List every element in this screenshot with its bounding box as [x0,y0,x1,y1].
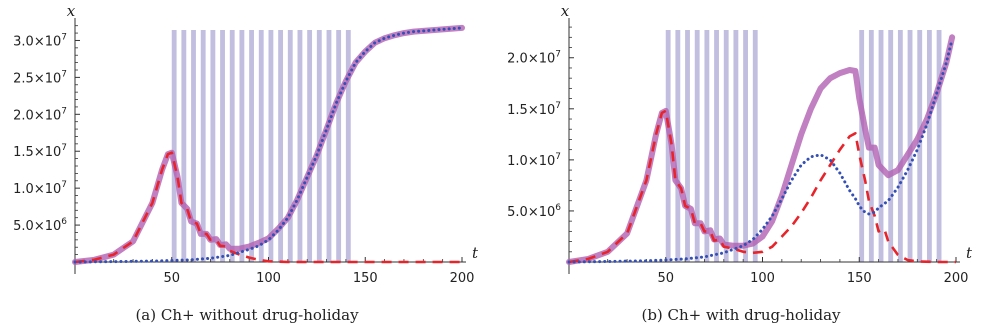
treatment-band [926,30,932,262]
treatment-band [704,30,710,262]
treatment-band [278,30,284,262]
y-tick-label: 2.0×107 [507,50,561,67]
treatment-band [210,30,216,262]
treatment-band [239,30,245,262]
series-solid-line [566,34,956,265]
y-tick-label: 3.0×107 [13,32,67,49]
treatment-band [191,30,196,262]
y-tick-label: 2.0×107 [13,106,67,123]
x-tick-label: 200 [944,271,969,286]
treatment-band [878,30,884,262]
y-tick-label: 2.5×107 [13,69,67,86]
y-axis-label: x [561,2,570,20]
series-dashed-line [568,109,956,264]
treatment-band [200,30,206,262]
series-dashed-line [74,151,462,264]
x-axis-label: t [472,244,479,262]
treatment-band [249,30,254,262]
treatment-band [888,30,894,262]
treatment-band [297,30,303,262]
x-tick-label: 150 [847,271,872,286]
treatment-band [220,30,225,262]
treatment-band [307,30,313,262]
series-dotted-line [73,26,464,264]
treatment-band [326,30,332,262]
y-tick-label: 1.0×107 [507,152,561,169]
chart-panel-a: 50 100 150 200 5.0×106 1.0×107 1.5×107 2.0×107 2… [13,2,479,324]
treatment-band [336,30,342,262]
treatment-band [171,30,177,262]
treatment-band [859,30,865,262]
y-tick-label: 1.0×107 [13,180,67,197]
treatment-band [752,30,758,262]
treatment-band [181,30,187,262]
chart-b-plot: 50 100 150 200 5.0×106 1.0×107 1.5×107 2.0×107 t… [507,2,973,286]
caption-a: (a) Ch+ without drug-holiday [135,306,359,324]
x-tick-label: 200 [450,271,475,286]
treatment-band [665,30,671,262]
x-axis-label: t [966,244,973,262]
treatment-band [733,30,739,262]
treatment-band [685,30,690,262]
x-tick-label: 150 [353,271,378,286]
treatment-band [936,30,942,262]
treatment-band [258,30,264,262]
treatment-band [743,30,748,262]
x-tick-label: 100 [750,271,775,286]
y-tick-label: 5.0×106 [507,203,561,220]
caption-b: (b) Ch+ with drug-holiday [641,306,841,324]
treatment-band [287,30,293,262]
series-dotted-line [567,37,954,264]
y-axis-label: x [67,2,76,20]
x-tick-label: 100 [256,271,281,286]
treatment-band [229,30,235,262]
treatment-band [268,30,274,262]
treatment-band [723,30,729,262]
treatment-band [897,30,903,262]
y-tick-label: 1.5×107 [13,143,67,160]
treatment-band [345,30,351,262]
treatment-band [675,30,681,262]
x-tick-label: 50 [163,271,180,286]
chart-a-plot: 50 100 150 200 5.0×106 1.0×107 1.5×107 2.0×107 2… [13,2,479,286]
y-tick-label: 5.0×106 [13,217,67,234]
chart-panel-b: 50 100 150 200 5.0×106 1.0×107 1.5×107 2.0×107 t… [494,0,988,333]
treatment-band [714,30,719,262]
treatment-band [694,30,700,262]
x-tick-label: 50 [657,271,674,286]
y-tick-label: 1.5×107 [507,101,561,118]
